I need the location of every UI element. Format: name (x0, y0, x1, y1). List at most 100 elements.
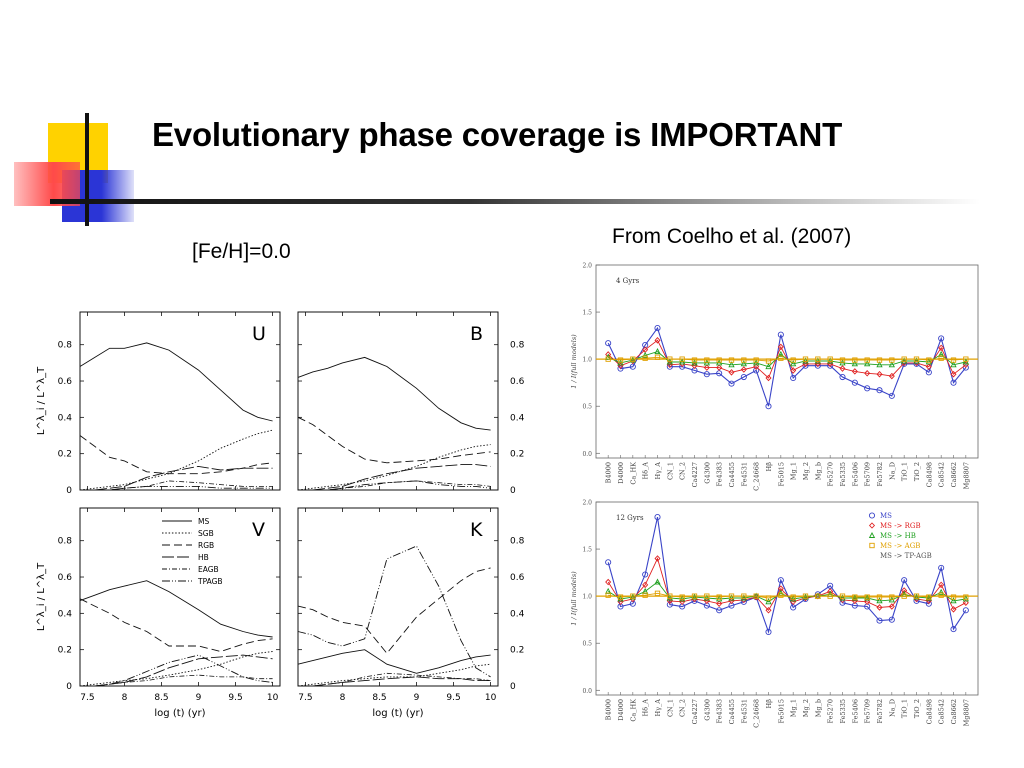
category-label-text: CN_1 (666, 699, 674, 717)
category-label: Ca8498 (925, 462, 933, 487)
data-point (950, 606, 957, 613)
data-point (963, 356, 969, 362)
category-label: CN_2 (679, 462, 687, 480)
category-label: TiO_1 (901, 462, 909, 481)
data-point (876, 361, 883, 368)
data-point (864, 357, 870, 363)
data-point (950, 597, 957, 604)
data-point (654, 348, 661, 355)
data-point (888, 616, 895, 623)
category-label-text: TiO_1 (901, 462, 909, 481)
data-point (851, 379, 858, 386)
horizontal-rule (50, 199, 980, 204)
category-label: Na_D (888, 699, 896, 717)
data-point (642, 355, 648, 361)
category-label-text: TiO_2 (913, 699, 921, 718)
data-point (741, 357, 747, 363)
category-label: Mg8807 (962, 699, 970, 726)
data-point (790, 367, 797, 374)
data-point (716, 607, 723, 614)
data-point (790, 357, 796, 363)
category-label: Mg_1 (790, 462, 798, 480)
category-label-text: CN_2 (679, 462, 687, 480)
data-point (740, 360, 747, 367)
data-point (925, 594, 932, 601)
data-point (716, 600, 723, 607)
category-label-text: Hδ_A (642, 699, 650, 717)
series-sgb (79, 651, 273, 687)
legend-label: MS -> RGB (880, 522, 921, 530)
data-point (938, 564, 945, 571)
data-point (851, 360, 858, 367)
data-point (876, 357, 883, 363)
category-label-text: Ca4455 (728, 699, 736, 724)
category-label: Fe5335 (839, 699, 847, 724)
series-eagb (80, 480, 273, 491)
y-tick-label: 0.8 (58, 537, 73, 547)
category-label: Fe5015 (777, 699, 785, 724)
panel-K: 0 0.2 0.4 0.6 0.8 7.5 8 8.5 9 9.5 10 K (297, 507, 525, 703)
data-point (629, 356, 636, 363)
data-point (913, 357, 920, 364)
legend-label: MS -> AGB (880, 542, 920, 550)
category-label: Hβ (765, 699, 773, 709)
category-label-text: Fe5335 (839, 462, 847, 487)
data-point (888, 392, 895, 399)
category-label-text: Ca_HK (629, 462, 637, 485)
x-axis-label: log (t) (yr) (372, 708, 423, 719)
credit-text: From Coelho et al. (2007) (612, 225, 852, 248)
category-label-text: Ca8498 (925, 462, 933, 487)
data-point (740, 594, 747, 601)
category-label-text: Hγ_A (654, 699, 662, 717)
category-label-text: Mg8807 (962, 462, 970, 489)
y-tick-label: 0.4 (58, 413, 73, 423)
data-point (765, 374, 772, 382)
data-point (605, 559, 612, 566)
data-point (778, 355, 784, 361)
y-tick-label: 0.8 (510, 537, 525, 547)
x-tick-label: 7.5 (298, 693, 312, 703)
panel-V: 0 0.2 0.4 0.6 0.8 7.5 8 8.5 9 9.5 10 V MS SGB RGB HB EAG… (58, 507, 281, 703)
data-point (753, 367, 760, 374)
data-point (913, 593, 920, 600)
legend-label: MS (880, 512, 892, 520)
series-ms (79, 342, 273, 422)
data-point (753, 363, 760, 370)
data-point (728, 594, 735, 601)
data-point (814, 357, 821, 364)
data-point (777, 577, 784, 584)
series-eagb (298, 480, 491, 491)
data-point (926, 594, 932, 600)
category-label: Ca4455 (728, 699, 736, 724)
panel-frame (595, 501, 979, 696)
legend-marker (868, 532, 876, 538)
data-point (605, 592, 611, 598)
data-point (851, 594, 858, 601)
legend-marker (868, 512, 876, 519)
series-rgb (297, 567, 491, 655)
data-point (963, 594, 969, 600)
y-axis-label-text: L^λ_i / L^λ_T (36, 366, 47, 435)
data-point (740, 366, 747, 373)
category-label-text: Fe5335 (839, 699, 847, 724)
data-point (901, 587, 908, 594)
data-point (938, 588, 945, 595)
category-label-text: Ca8662 (950, 699, 958, 724)
data-point (901, 593, 907, 599)
age-label: 12 Gyrs (616, 514, 644, 522)
legend-label-ms: MS (198, 517, 209, 526)
data-point (740, 598, 747, 605)
data-point (815, 356, 821, 362)
category-label: Ca_HK (629, 699, 637, 722)
panel-label-V: V (252, 519, 265, 541)
category-label: Fe4531 (740, 462, 748, 487)
category-label: Fe5709 (864, 462, 872, 487)
data-point (864, 370, 871, 377)
category-label-text: Ca8498 (925, 699, 933, 724)
data-point (654, 514, 661, 521)
series-rgb (79, 435, 273, 475)
data-point (962, 595, 969, 602)
series-sgb (297, 663, 491, 687)
category-label: Ca4227 (691, 462, 699, 487)
category-label-text: Mg_2 (802, 699, 810, 717)
